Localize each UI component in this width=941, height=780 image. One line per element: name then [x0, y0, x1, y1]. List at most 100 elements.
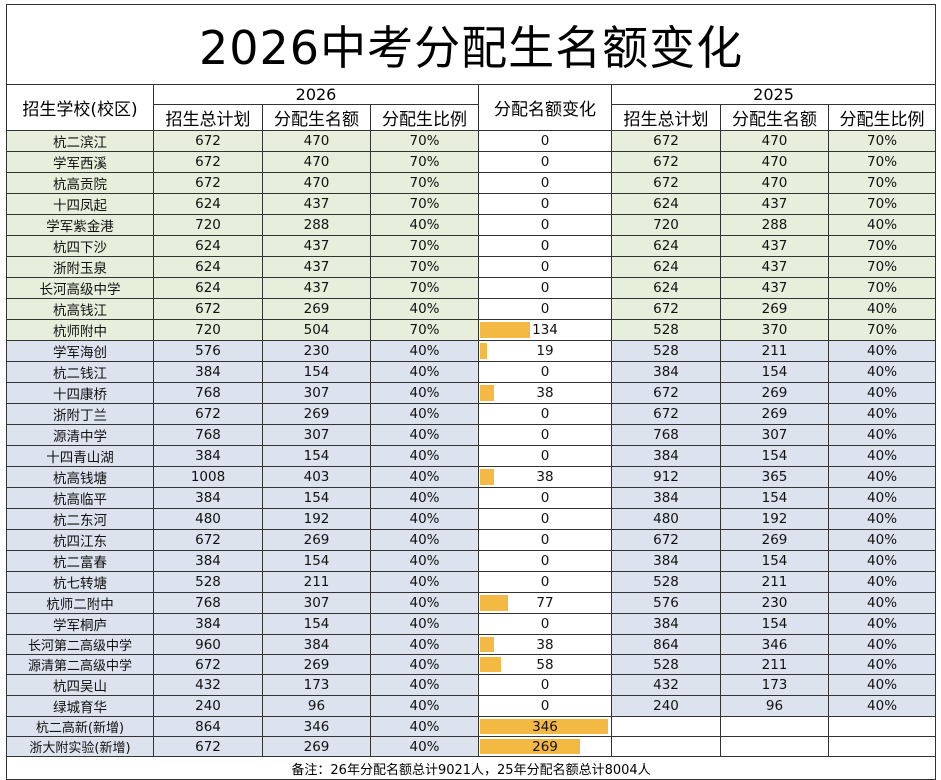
table-row: 杭高临平 384 154 40% 0 384 154 40%	[6, 487, 937, 509]
quota-2026-cell: 307	[262, 424, 371, 446]
quota-2025-cell	[720, 736, 829, 757]
table-row: 杭师附中 720 504 70% 134 528 370 70%	[6, 319, 937, 341]
ratio-2025-cell: 40%	[827, 634, 937, 655]
ratio-2026-cell: 40%	[370, 529, 479, 551]
change-value: 0	[540, 532, 550, 548]
quota-2026-cell: 437	[262, 235, 371, 257]
quota-2026-cell: 384	[262, 634, 371, 655]
quota-2025-cell: 154	[720, 550, 829, 572]
plan-2025-cell: 528	[611, 319, 721, 341]
quota-2025-cell: 269	[720, 382, 829, 404]
plan-2026-cell: 768	[153, 592, 263, 614]
plan-2025-cell: 384	[611, 487, 721, 509]
ratio-2025-cell: 70%	[827, 319, 937, 341]
change-cell: 0	[478, 571, 612, 593]
quota-2025-cell: 470	[720, 130, 829, 152]
change-value: 0	[540, 301, 550, 317]
quota-2025-cell: 96	[720, 695, 829, 717]
change-cell: 0	[478, 277, 612, 299]
change-cell: 0	[478, 256, 612, 278]
school-cell: 杭师附中	[6, 319, 154, 341]
school-cell: 绿城育华	[6, 695, 154, 717]
quota-2025-cell: 230	[720, 592, 829, 614]
school-cell: 长河第二高级中学	[6, 634, 154, 655]
change-cell: 0	[478, 613, 612, 635]
plan-2026-cell: 624	[153, 256, 263, 278]
plan-2025-cell: 672	[611, 382, 721, 404]
change-value: 0	[540, 154, 550, 170]
change-value: 0	[540, 616, 550, 632]
change-bar	[480, 322, 530, 338]
ratio-2025-cell: 40%	[827, 466, 937, 488]
ratio-2025-cell: 40%	[827, 382, 937, 404]
change-value: 0	[540, 217, 550, 233]
ratio-2025-cell: 40%	[827, 214, 937, 236]
plan-2026-cell: 720	[153, 319, 263, 341]
table-row: 十四康桥 768 307 40% 38 672 269 40%	[6, 382, 937, 404]
quota-2026-cell: 269	[262, 298, 371, 320]
table-row: 绿城育华 240 96 40% 0 240 96 40%	[6, 695, 937, 717]
plan-2026-cell: 384	[153, 550, 263, 572]
ratio-2025-cell: 70%	[827, 130, 937, 152]
table-row: 十四凤起 624 437 70% 0 624 437 70%	[6, 193, 937, 215]
ratio-2026-header: 分配生比例	[370, 104, 479, 131]
change-value: 0	[540, 698, 550, 714]
change-cell: 0	[478, 361, 612, 383]
change-bar	[480, 637, 494, 652]
quota-2025-cell: 154	[720, 613, 829, 635]
change-cell: 0	[478, 424, 612, 446]
plan-2025-header: 招生总计划	[611, 104, 721, 131]
plan-2025-cell: 528	[611, 654, 721, 675]
school-header: 招生学校(校区)	[6, 84, 154, 131]
plan-2025-cell: 624	[611, 235, 721, 257]
school-cell: 杭二滨江	[6, 130, 154, 152]
quota-2025-cell: 437	[720, 235, 829, 257]
quota-2026-cell: 470	[262, 130, 371, 152]
plan-2026-cell: 432	[153, 674, 263, 696]
quota-2026-cell: 230	[262, 340, 371, 362]
quota-2025-cell: 154	[720, 487, 829, 509]
school-cell: 杭七转塘	[6, 571, 154, 593]
change-value: 269	[532, 738, 558, 755]
quota-2026-cell: 437	[262, 277, 371, 299]
school-cell: 学军紫金港	[6, 214, 154, 236]
plan-2026-cell: 720	[153, 214, 263, 236]
plan-2026-cell: 672	[153, 172, 263, 194]
table-row: 学军西溪 672 470 70% 0 672 470 70%	[6, 151, 937, 173]
plan-2026-cell: 480	[153, 508, 263, 530]
change-value: 38	[536, 469, 554, 485]
change-value: 58	[536, 656, 554, 673]
table-row: 杭四江东 672 269 40% 0 672 269 40%	[6, 529, 937, 551]
table-row: 杭师二附中 768 307 40% 77 576 230 40%	[6, 592, 937, 614]
plan-2025-cell: 384	[611, 361, 721, 383]
change-cell: 269	[478, 736, 612, 757]
plan-2026-cell: 240	[153, 695, 263, 717]
ratio-2026-cell: 40%	[370, 571, 479, 593]
school-cell: 学军西溪	[6, 151, 154, 173]
school-cell: 杭二钱江	[6, 361, 154, 383]
school-cell: 十四青山湖	[6, 445, 154, 467]
change-value: 0	[540, 175, 550, 191]
plan-2026-cell: 672	[153, 130, 263, 152]
change-value: 38	[536, 385, 554, 401]
ratio-2026-cell: 40%	[370, 716, 479, 737]
table-row: 杭高贡院 672 470 70% 0 672 470 70%	[6, 172, 937, 194]
change-bar	[480, 719, 608, 734]
quota-2025-cell: 346	[720, 634, 829, 655]
school-cell: 杭师二附中	[6, 592, 154, 614]
ratio-2025-cell: 70%	[827, 172, 937, 194]
change-value: 0	[540, 364, 550, 380]
plan-2026-cell: 672	[153, 654, 263, 675]
quota-2026-cell: 269	[262, 654, 371, 675]
quota-2026-cell: 154	[262, 361, 371, 383]
quota-2026-header: 分配生名额	[262, 104, 371, 131]
change-cell: 38	[478, 382, 612, 404]
quota-2025-cell: 192	[720, 508, 829, 530]
school-cell: 学军海创	[6, 340, 154, 362]
change-value: 0	[540, 427, 550, 443]
change-cell: 0	[478, 445, 612, 467]
ratio-2025-cell: 40%	[827, 424, 937, 446]
change-bar	[480, 595, 508, 611]
plan-2025-cell: 864	[611, 634, 721, 655]
year-2025-header: 2025	[610, 84, 937, 105]
